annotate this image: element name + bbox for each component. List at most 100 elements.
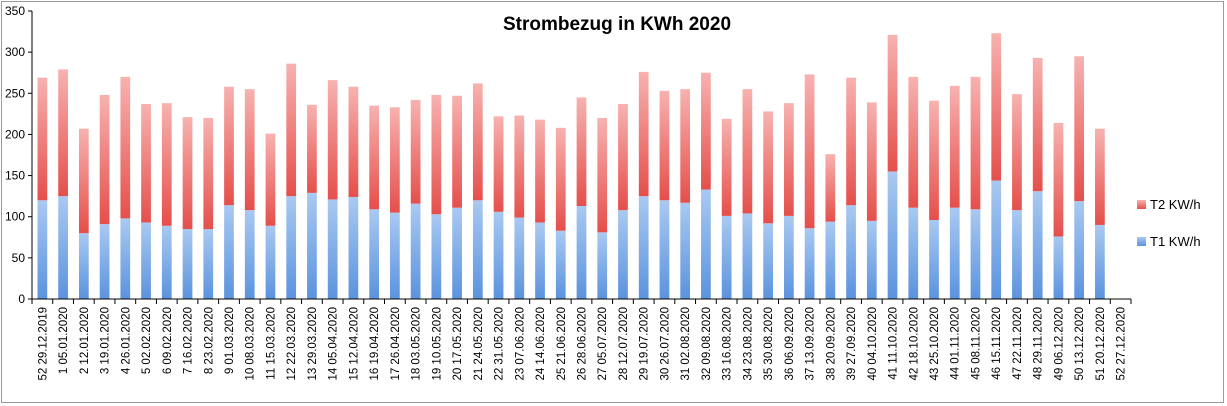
y-tick-label: 0 [18, 292, 25, 306]
bar-t2 [887, 34, 898, 172]
bar-t1 [369, 209, 380, 299]
bar-t2 [182, 117, 193, 230]
x-tick-label: 6 09.02.2020 [162, 307, 174, 374]
x-tick-label: 17 26.04.2020 [390, 307, 402, 381]
x-tick-label: 31 02.08.2020 [680, 307, 692, 381]
bar-t1 [1032, 191, 1043, 299]
bar-t1 [887, 171, 898, 299]
bar-t2 [431, 94, 442, 215]
bar-t2 [1032, 57, 1043, 192]
bar-t1 [763, 223, 773, 299]
bar-t2 [680, 89, 691, 203]
x-tick-label: 36 06.09.2020 [784, 307, 796, 381]
bar-t2 [1095, 128, 1105, 225]
y-tick-label: 150 [5, 169, 25, 183]
bar-t2 [369, 105, 380, 210]
bar-t1 [141, 222, 151, 299]
bar-t1 [866, 220, 877, 299]
bar-t2 [348, 86, 359, 197]
x-tick-label: 7 16.02.2020 [183, 307, 195, 374]
bar-t1 [472, 200, 483, 299]
bar-t1 [804, 228, 815, 299]
x-tick-label: 2 12.01.2020 [79, 307, 91, 374]
bar-t1 [929, 220, 939, 299]
bar-t1 [783, 215, 794, 299]
bar-t2 [141, 103, 151, 223]
bar-t2 [410, 99, 421, 204]
x-tick-label: 32 09.08.2020 [701, 307, 713, 381]
bar-t1 [78, 233, 89, 299]
x-tick-label: 3 19.01.2020 [100, 307, 112, 374]
x-tick-label: 42 18.10.2020 [908, 307, 920, 381]
bar-t2 [949, 85, 960, 208]
bar-t2 [327, 80, 338, 200]
bar-t1 [286, 196, 297, 299]
bar-t2 [493, 116, 504, 212]
x-tick-label: 16 19.04.2020 [369, 307, 381, 381]
x-tick-label: 30 26.07.2020 [659, 307, 671, 381]
bar-t1 [721, 215, 732, 299]
bar-t2 [970, 76, 981, 210]
legend: T2 KW/h T1 KW/h [1137, 197, 1201, 249]
bar-t2 [307, 104, 317, 193]
bar-t2 [763, 111, 773, 224]
bar-t1 [908, 207, 919, 299]
bar-t2 [390, 107, 400, 213]
bar-t1 [348, 196, 359, 299]
bar-t2 [597, 117, 608, 233]
bar-t2 [825, 154, 836, 222]
x-tick-label: 45 08.11.2020 [970, 307, 982, 380]
y-tick-label: 100 [5, 210, 25, 224]
x-tick-label: 8 23.02.2020 [203, 307, 215, 374]
legend-swatch [1137, 200, 1146, 209]
bar-t2 [78, 128, 89, 234]
x-tick-label: 21 24.05.2020 [473, 307, 485, 381]
bar-t1 [224, 205, 234, 299]
bar-t2 [908, 76, 919, 208]
bar-t2 [58, 69, 68, 197]
bar-t1 [120, 218, 131, 299]
bar-t1 [161, 225, 172, 299]
bar-t2 [783, 103, 794, 216]
bar-t2 [452, 95, 462, 208]
bar-t1 [680, 202, 691, 299]
bar-t2 [576, 97, 587, 207]
x-tick-label: 43 25.10.2020 [929, 307, 941, 381]
bar-t1 [410, 203, 421, 299]
bar-t2 [721, 118, 732, 216]
chart-title: Strombezug in KWh 2020 [503, 14, 731, 35]
bar-t1 [58, 196, 68, 299]
x-tick-label: 44 01.11.2020 [950, 307, 962, 380]
bar-t1 [37, 200, 48, 299]
x-tick-label: 49 06.12.2020 [1053, 307, 1065, 381]
x-tick-label: 50 13.12.2020 [1074, 307, 1086, 381]
bar-t1 [514, 217, 525, 299]
y-tick-label: 250 [5, 86, 25, 100]
x-tick-label: 20 17.05.2020 [452, 307, 464, 381]
bar-t1 [244, 210, 255, 299]
x-tick-label: 37 13.09.2020 [805, 307, 817, 381]
legend-label: T1 KW/h [1150, 234, 1201, 249]
bar-t1 [1012, 210, 1022, 299]
bar-t1 [576, 206, 587, 299]
bar-t2 [37, 77, 48, 201]
bar-t2 [866, 102, 877, 221]
y-axis: 0 50 100 150 200 250 300 350 [5, 4, 33, 306]
x-tick-label: 15 12.04.2020 [348, 307, 360, 381]
bar-t2 [99, 94, 110, 225]
bar-t2 [265, 133, 276, 226]
bar-t2 [472, 83, 483, 201]
bar-t1 [493, 211, 504, 299]
x-tick-label: 40 04.10.2020 [867, 307, 879, 381]
bar-t1 [846, 205, 856, 299]
bar-t1 [825, 221, 836, 299]
x-tick-label: 1 05.01.2020 [58, 307, 70, 374]
bar-t1 [99, 224, 110, 299]
x-tick-label: 23 07.06.2020 [514, 307, 526, 381]
bar-t2 [286, 63, 297, 197]
x-tick-label: 12 22.03.2020 [286, 307, 298, 381]
bar-t1 [307, 192, 317, 299]
bar-t2 [203, 117, 214, 230]
y-tick-label: 200 [5, 127, 25, 141]
